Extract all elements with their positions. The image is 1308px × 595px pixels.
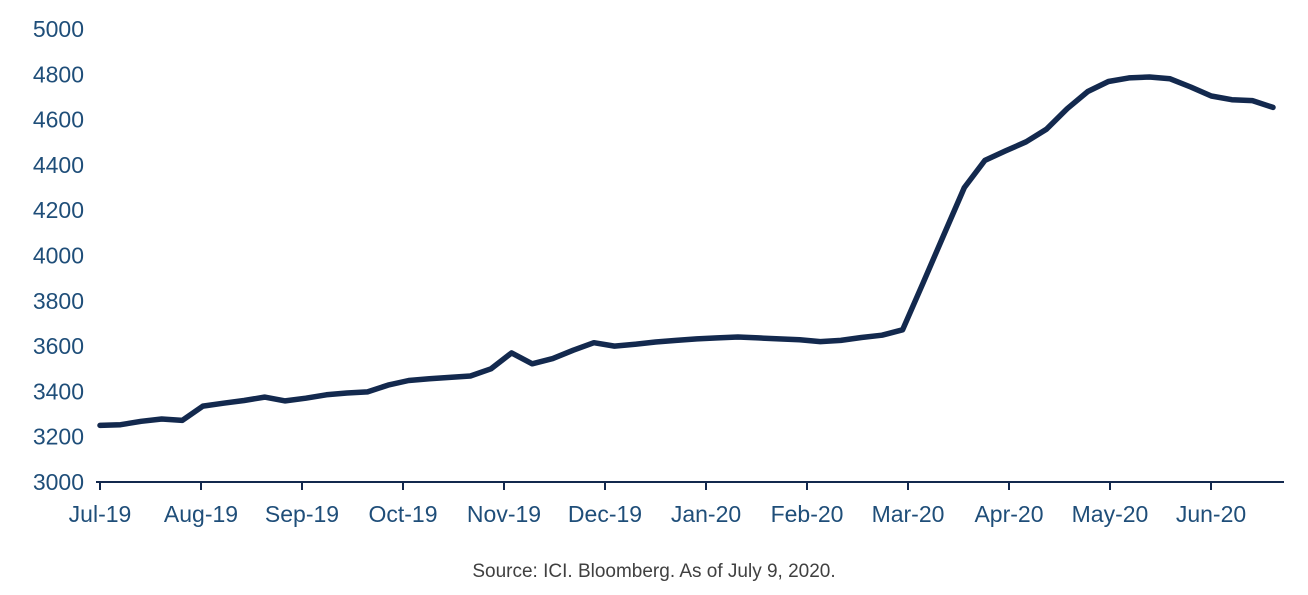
- y-axis-label: 3800: [33, 288, 84, 314]
- x-axis-label: Jan-20: [671, 501, 741, 527]
- data-line: [97, 74, 1276, 429]
- y-axis-label: 5000: [33, 16, 84, 42]
- x-axis-label: Jun-20: [1176, 501, 1246, 527]
- y-axis-label: 3600: [33, 333, 84, 359]
- y-axis-label: 4000: [33, 243, 84, 269]
- x-axis-label: Mar-20: [872, 501, 945, 527]
- y-axis-label: 3400: [33, 378, 84, 404]
- x-axis-label: May-20: [1072, 501, 1149, 527]
- y-axis-label: 4200: [33, 197, 84, 223]
- x-axis-label: Jul-19: [69, 501, 132, 527]
- y-axis-label: 4800: [33, 61, 84, 87]
- x-axis-label: Nov-19: [467, 501, 541, 527]
- y-axis-label: 4400: [33, 152, 84, 178]
- y-axis-label: 3000: [33, 469, 84, 495]
- x-axis-label: Feb-20: [771, 501, 844, 527]
- x-axis-label: Dec-19: [568, 501, 642, 527]
- y-axis-label: 4600: [33, 107, 84, 133]
- y-axis-label: 3200: [33, 424, 84, 450]
- line-chart-canvas: 3000 3200 3400 3600 3800 4000 4200 4400 4600 4800…: [33, 16, 1284, 527]
- source-note: Source: ICI. Bloomberg. As of July 9, 20…: [472, 561, 836, 582]
- x-axis-label: Oct-19: [368, 501, 437, 527]
- x-axis-label: Sep-19: [265, 501, 339, 527]
- x-axis-label: Apr-20: [974, 501, 1043, 527]
- x-axis-label: Aug-19: [164, 501, 238, 527]
